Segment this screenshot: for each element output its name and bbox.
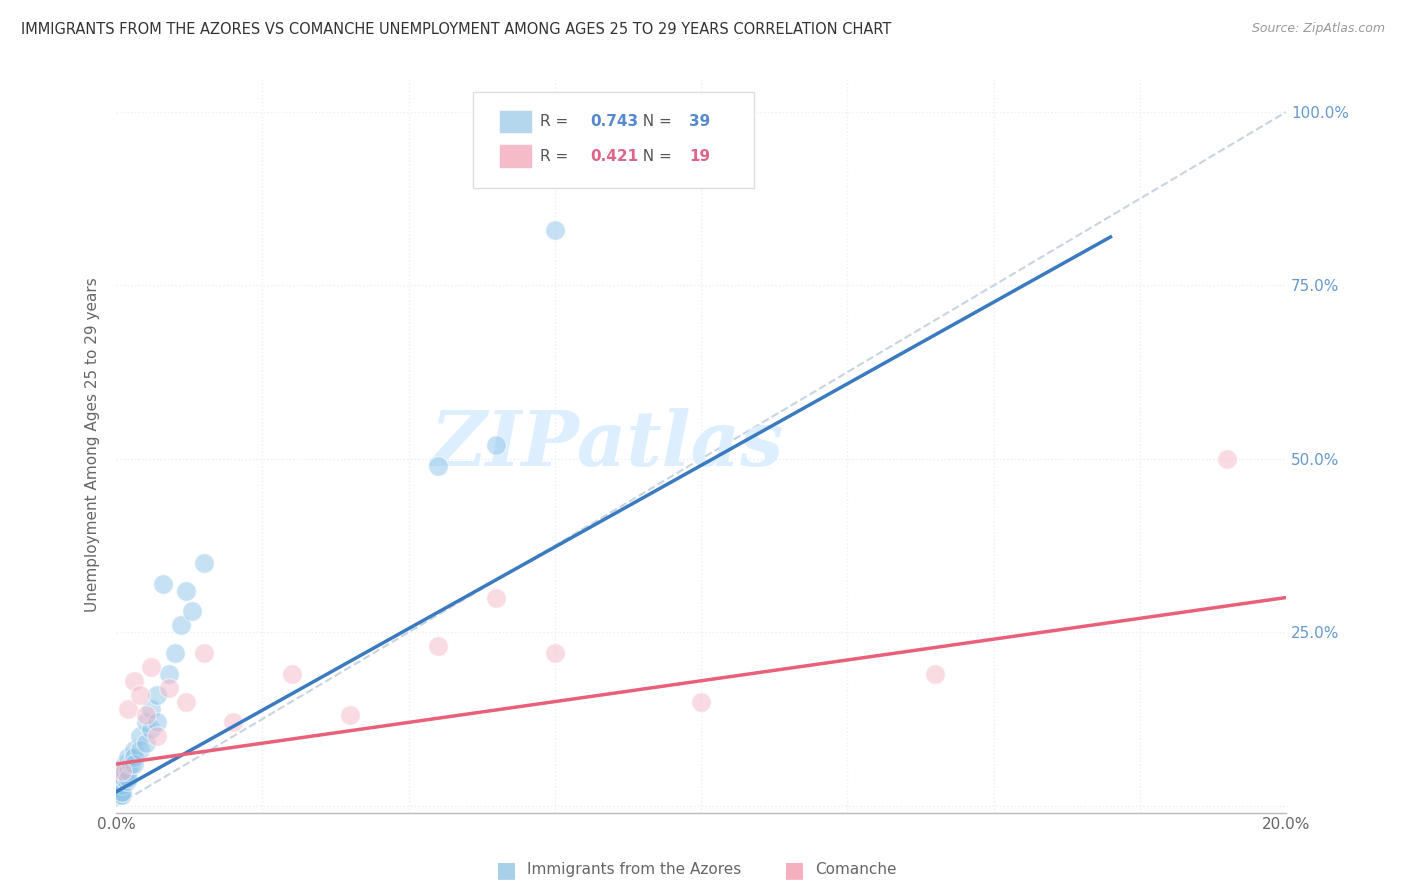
Point (108, 778, 131, 792)
Text: 0.421: 0.421 (591, 149, 638, 163)
Point (690, 695, 713, 709)
Point (111, 771, 134, 785)
Point (115, 774, 138, 789)
Point (141, 701, 163, 715)
Text: ■: ■ (785, 860, 804, 880)
Text: N =: N = (633, 114, 676, 129)
Point (280, 666, 302, 681)
Point (112, 764, 135, 778)
Point (110, 785, 132, 799)
Text: R =: R = (540, 114, 572, 129)
Point (117, 764, 139, 778)
Point (176, 583, 198, 598)
Bar (499, 145, 531, 168)
Bar (499, 110, 531, 133)
Point (107, 785, 129, 799)
Point (157, 681, 180, 695)
Point (193, 556, 215, 570)
Point (117, 701, 139, 715)
Point (426, 639, 449, 653)
Point (128, 688, 150, 702)
Point (924, 666, 946, 681)
Text: R =: R = (540, 149, 572, 163)
Point (112, 771, 135, 785)
Point (114, 756, 136, 771)
Point (339, 708, 361, 723)
Point (134, 708, 156, 723)
Point (122, 673, 145, 688)
Point (111, 764, 134, 778)
Point (146, 715, 169, 730)
Point (117, 750, 139, 764)
Point (176, 695, 198, 709)
Point (163, 646, 186, 660)
Text: 39: 39 (689, 114, 710, 129)
Point (181, 604, 204, 618)
Point (111, 785, 134, 799)
Point (146, 688, 169, 702)
Text: Source: ZipAtlas.com: Source: ZipAtlas.com (1251, 22, 1385, 36)
Text: N =: N = (633, 149, 676, 163)
Text: Comanche: Comanche (815, 863, 897, 877)
Point (111, 778, 134, 792)
Point (152, 576, 174, 591)
Point (122, 743, 145, 757)
Point (134, 715, 156, 730)
Point (426, 458, 449, 473)
Point (544, 646, 567, 660)
Text: 0.743: 0.743 (591, 114, 638, 129)
Point (108, 788, 131, 802)
Point (222, 715, 245, 730)
Point (485, 591, 508, 605)
Point (117, 771, 139, 785)
Point (485, 438, 508, 452)
Point (110, 788, 132, 802)
Point (1216, 451, 1239, 466)
Point (146, 729, 169, 743)
Point (141, 660, 163, 674)
Text: 19: 19 (689, 149, 710, 163)
Y-axis label: Unemployment Among Ages 25 to 29 years: Unemployment Among Ages 25 to 29 years (86, 277, 100, 613)
Point (169, 618, 191, 632)
Point (128, 743, 150, 757)
FancyBboxPatch shape (472, 92, 754, 187)
Text: ■: ■ (496, 860, 516, 880)
Point (193, 646, 215, 660)
Point (122, 750, 145, 764)
Point (141, 723, 163, 737)
Text: Immigrants from the Azores: Immigrants from the Azores (527, 863, 741, 877)
Point (157, 666, 180, 681)
Text: ZIPatlas: ZIPatlas (432, 408, 785, 482)
Point (544, 223, 567, 237)
Point (114, 764, 136, 778)
Point (110, 781, 132, 796)
Point (128, 729, 150, 743)
Point (120, 756, 142, 771)
Point (134, 736, 156, 750)
Text: IMMIGRANTS FROM THE AZORES VS COMANCHE UNEMPLOYMENT AMONG AGES 25 TO 29 YEARS CO: IMMIGRANTS FROM THE AZORES VS COMANCHE U… (21, 22, 891, 37)
Point (122, 756, 145, 771)
